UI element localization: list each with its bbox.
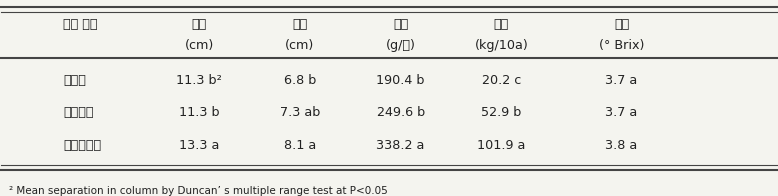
Text: (cm): (cm) [286,39,314,52]
Text: (cm): (cm) [184,39,214,52]
Text: 과장: 과장 [191,18,207,31]
Text: 과폭: 과폭 [293,18,307,31]
Text: 249.6 b: 249.6 b [377,106,425,119]
Text: 190.4 b: 190.4 b [377,74,425,87]
Text: 338.2 a: 338.2 a [377,139,425,152]
Text: (° Brix): (° Brix) [599,39,644,52]
Text: 가온 방법: 가온 방법 [63,18,98,31]
Text: 수량: 수량 [494,18,509,31]
Text: 20.2 c: 20.2 c [482,74,521,87]
Text: 3.7 a: 3.7 a [605,106,638,119]
Text: 당도: 당도 [614,18,629,31]
Text: 8.1 a: 8.1 a [284,139,316,152]
Text: 7.3 ab: 7.3 ab [279,106,320,119]
Text: (kg/10a): (kg/10a) [475,39,528,52]
Text: 11.3 b²: 11.3 b² [176,74,222,87]
Text: 3.7 a: 3.7 a [605,74,638,87]
Text: 카본램프: 카본램프 [63,106,94,119]
Text: 13.3 a: 13.3 a [179,139,219,152]
Text: 52.9 b: 52.9 b [482,106,521,119]
Text: (g/개): (g/개) [386,39,415,52]
Text: 11.3 b: 11.3 b [179,106,219,119]
Text: ² Mean separation in column by Duncan’ s multiple range test at P<0.05: ² Mean separation in column by Duncan’ s… [9,186,388,196]
Text: 3.8 a: 3.8 a [605,139,638,152]
Text: 과중: 과중 [393,18,408,31]
Text: 무가온: 무가온 [63,74,86,87]
Text: 6.8 b: 6.8 b [284,74,316,87]
Text: 전기보일러: 전기보일러 [63,139,102,152]
Text: 101.9 a: 101.9 a [477,139,526,152]
